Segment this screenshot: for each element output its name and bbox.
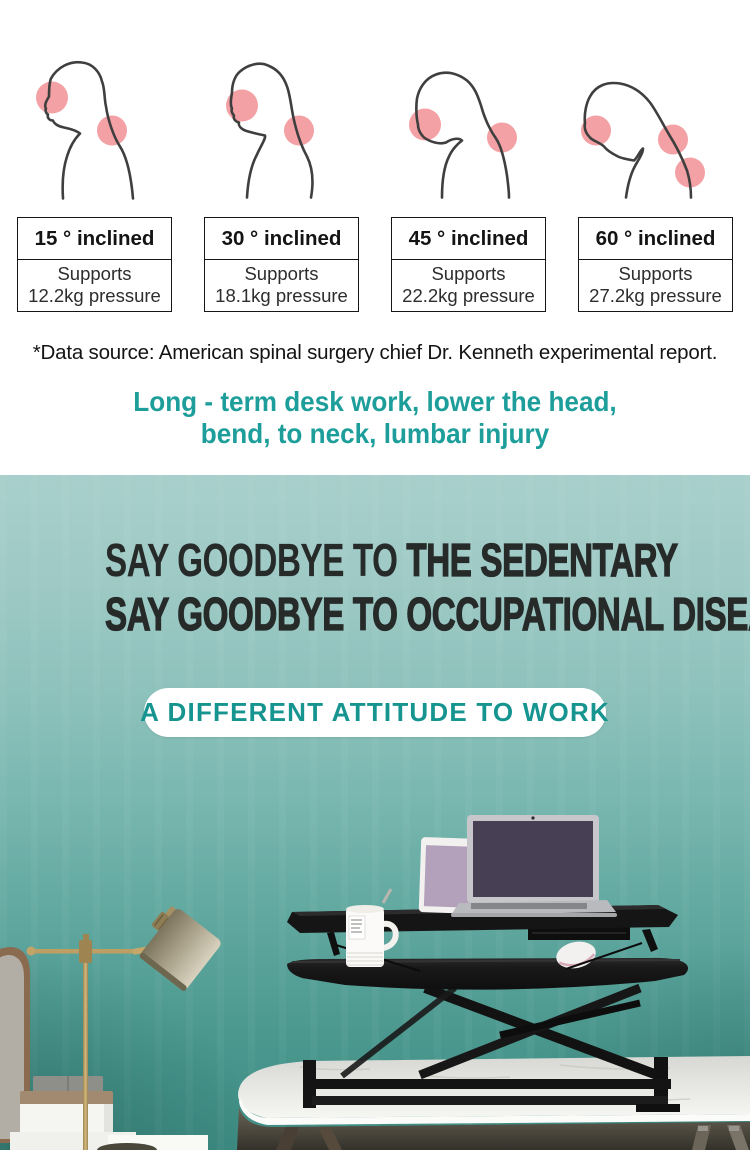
posture-figures-row xyxy=(0,8,750,210)
riser-base-rail xyxy=(303,1079,671,1089)
head-inclined-15-icon xyxy=(0,8,187,208)
lamp-shade xyxy=(139,909,221,991)
pressure-card-30: 30 ° inclined Supports 18.1kg pressure xyxy=(204,217,359,312)
lamp-joint xyxy=(79,940,92,963)
head-outline xyxy=(43,60,135,200)
pressure-dot xyxy=(581,115,611,146)
pressure-dot xyxy=(487,122,517,153)
card-angle-label: 45 ° inclined xyxy=(392,218,545,260)
pressure-dot xyxy=(409,108,441,141)
lift-strut xyxy=(499,999,641,1039)
mug-handle xyxy=(382,920,399,951)
keyboard-tray xyxy=(287,957,689,990)
desk-leg xyxy=(318,1127,342,1150)
mug xyxy=(346,888,399,967)
under-desk-shadow xyxy=(237,1107,750,1150)
pressure-dot xyxy=(36,81,68,114)
headline-line2: SAY GOODBYE TO OCCUPATIONAL DISEASES xyxy=(105,587,750,640)
tagline-line2: bend, to neck, lumbar injury xyxy=(200,418,550,449)
pressure-card-45: 45 ° inclined Supports 22.2kg pressure xyxy=(391,217,546,312)
head-outline xyxy=(229,62,314,199)
head-outline xyxy=(583,81,693,199)
pressure-cards-row: 15 ° inclined Supports 12.2kg pressure 3… xyxy=(0,217,750,312)
storage-boxes xyxy=(10,1076,208,1150)
laptop-keyboard xyxy=(471,903,587,909)
tagline-line1: Long - term desk work, lower the head, xyxy=(133,386,617,417)
stool-top xyxy=(97,1143,157,1150)
tablet xyxy=(418,837,481,914)
attitude-pill-badge: A DIFFERENT ATTITUDE TO WORK xyxy=(140,688,609,737)
fold-bracket xyxy=(642,929,658,952)
card-support-text: Supports 27.2kg pressure xyxy=(589,263,722,306)
fold-bracket xyxy=(327,932,340,956)
card-support-text: Supports 22.2kg pressure xyxy=(402,263,535,306)
pressure-card-15: 15 ° inclined Supports 12.2kg pressure xyxy=(17,217,172,312)
headline-line1: SAY GOODBYE TO THE SEDENTARY xyxy=(105,533,679,586)
laptop xyxy=(451,815,617,917)
hero-headline: SAY GOODBYE TO THE SEDENTARY SAY GOODBYE… xyxy=(0,533,750,641)
pressure-dot xyxy=(284,115,314,146)
head-inclined-45-icon xyxy=(374,8,561,208)
data-source-note: *Data source: American spinal surgery ch… xyxy=(32,341,718,364)
head-inclined-30-icon xyxy=(187,8,374,208)
tagline: Long - term desk work, lower the head, b… xyxy=(19,386,732,450)
card-support-text: Supports 18.1kg pressure xyxy=(215,263,348,306)
lamp-pole xyxy=(83,943,88,1150)
desk-leg xyxy=(692,1125,711,1150)
card-angle-label: 30 ° inclined xyxy=(205,218,358,260)
tablet-screen xyxy=(423,845,475,908)
desk-leg xyxy=(727,1125,749,1150)
head-inclined-60-icon xyxy=(561,8,748,208)
card-angle-label: 15 ° inclined xyxy=(18,218,171,260)
card-support-text: Supports 12.2kg pressure xyxy=(28,263,161,306)
spoon xyxy=(381,888,393,904)
webcam-icon xyxy=(531,816,535,820)
desk-front-edge xyxy=(239,1099,750,1125)
pressure-dot xyxy=(675,157,705,188)
card-angle-label: 60 ° inclined xyxy=(579,218,732,260)
wood-lid xyxy=(20,1091,113,1106)
laptop-screen xyxy=(473,821,593,897)
pill-label: A DIFFERENT ATTITUDE TO WORK xyxy=(140,697,610,727)
pressure-dot xyxy=(226,89,258,122)
desk-lamp xyxy=(26,906,221,1150)
product-photo xyxy=(0,815,750,1150)
hero-section: SAY GOODBYE TO THE SEDENTARY SAY GOODBYE… xyxy=(0,475,750,1150)
head-outline xyxy=(415,71,511,199)
desk-leg xyxy=(276,1127,299,1150)
pressure-card-60: 60 ° inclined Supports 27.2kg pressure xyxy=(578,217,733,312)
